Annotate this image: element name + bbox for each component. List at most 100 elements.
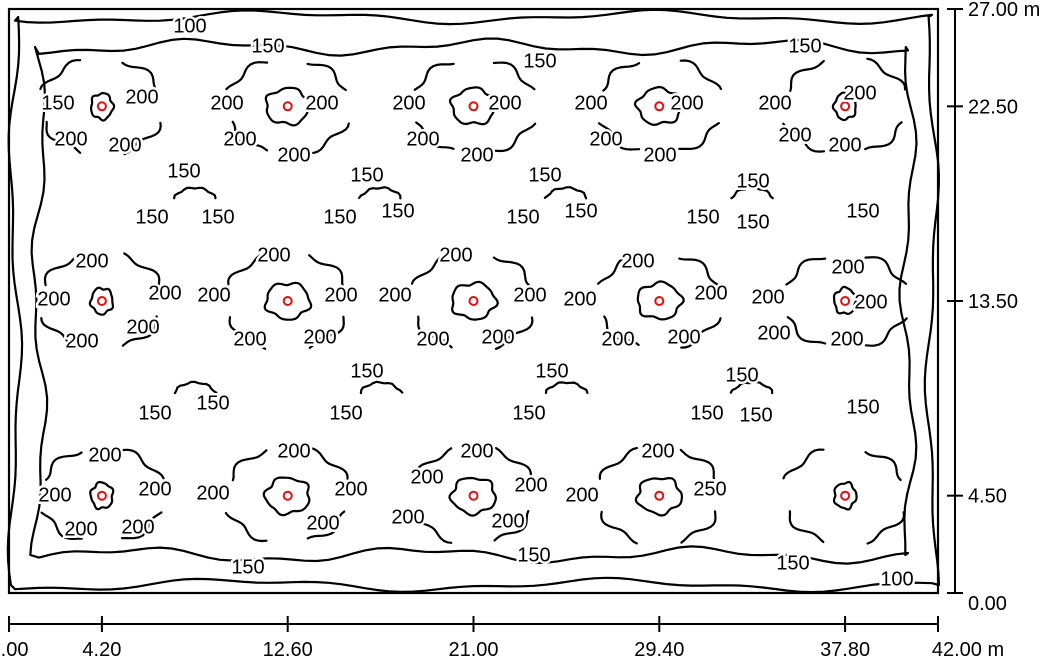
isoline-label-near: 200 xyxy=(148,282,181,304)
isoline-core xyxy=(451,280,499,321)
isoline-near-arc xyxy=(123,252,161,287)
y-tick-label: 13.50 xyxy=(968,291,1018,313)
isoline-label-mid: 150 xyxy=(523,50,556,72)
isoline-label-mid: 150 xyxy=(201,206,234,228)
isoline-label-near: 200 xyxy=(334,478,367,500)
isoline-near-arc xyxy=(678,122,720,150)
isoline-outer xyxy=(6,8,941,594)
isoline-mid-arc xyxy=(358,186,402,200)
isoline-label-near: 200 xyxy=(757,322,790,344)
isoline-label-mid: 150 xyxy=(535,360,568,382)
isoline-label-near: 200 xyxy=(125,86,158,108)
isoline-label-peak: 250 xyxy=(693,478,726,500)
luminaire-marker xyxy=(840,490,851,501)
isoline-mid-arc xyxy=(730,185,774,200)
isoline-near-arc xyxy=(40,511,83,540)
isoline-label-near: 200 xyxy=(694,282,727,304)
isoline-label-near: 200 xyxy=(121,516,154,538)
isoline-near-arc xyxy=(494,447,532,481)
luminaire-marker xyxy=(96,490,107,501)
isoline-near-arc xyxy=(864,451,902,482)
isoline-label-mid: 150 xyxy=(686,206,719,228)
isoline-label-near: 200 xyxy=(643,144,676,166)
isoline-near-arc xyxy=(782,122,826,153)
isoline-near-arc xyxy=(308,447,349,480)
isoline-near-arc xyxy=(597,255,640,285)
isoline-label-near: 200 xyxy=(233,328,266,350)
isoline-label-near: 200 xyxy=(197,284,230,306)
isoline-mid-arc xyxy=(543,186,588,200)
y-tick-label: 22.50 xyxy=(968,96,1018,118)
isoline-near-arc xyxy=(493,122,537,153)
isoline-label-near: 200 xyxy=(277,144,310,166)
isoline-label-mid: 150 xyxy=(196,392,229,414)
isoline-near-arc xyxy=(122,448,165,480)
isoline-label-near: 200 xyxy=(828,134,861,156)
isoline-label-near: 200 xyxy=(37,288,70,310)
isoline-label-mid: 150 xyxy=(736,211,769,233)
isoline-label-mid: 150 xyxy=(512,402,545,424)
isoline-label-near: 200 xyxy=(64,518,97,540)
isoline-label-mid: 150 xyxy=(846,396,879,418)
isoline-near-arc xyxy=(679,448,716,482)
isoline-label-near: 200 xyxy=(410,466,443,488)
luminaire-marker xyxy=(282,490,293,501)
x-tick-label: 42.00 m xyxy=(932,639,1004,661)
isoline-label-near: 200 xyxy=(378,284,411,306)
isoline-near-arc xyxy=(678,257,719,286)
isoline-near-arc xyxy=(864,121,903,151)
isoline-label-near: 200 xyxy=(491,510,524,532)
luminaire-marker xyxy=(282,296,293,306)
isoline-label-near: 200 xyxy=(391,506,424,528)
x-tick-label: 29.40 xyxy=(634,639,684,661)
luminaire-marker xyxy=(468,296,479,306)
isoline-near-arc xyxy=(308,315,345,349)
luminaire-marker xyxy=(654,296,665,306)
isoline-label-near: 200 xyxy=(460,144,493,166)
isoline-labels: 100 100 150 150 150 150 150 150 150 150 150 150 150 1… xyxy=(35,13,916,593)
isoline-near-arc xyxy=(306,510,346,540)
isoline-near-arc xyxy=(680,510,717,544)
isoline-label-near: 200 xyxy=(75,250,108,272)
isoline-label-near: 200 xyxy=(481,326,514,348)
isoline-near-arc xyxy=(231,449,268,482)
isoline-core xyxy=(633,85,682,126)
y-axis-ticks: 27.00 m 22.50 13.50 4.50 0.00 xyxy=(947,0,1040,615)
x-tick-label: 12.60 xyxy=(263,639,313,661)
isoline-near-arc xyxy=(598,446,638,480)
y-tick-label: 0.00 xyxy=(968,593,1007,615)
isoline-label-near: 200 xyxy=(406,128,439,150)
isoline-near-arc xyxy=(494,316,534,350)
isoline-core xyxy=(90,92,116,122)
isoline-label-near: 200 xyxy=(439,244,472,266)
isoline-near-arc xyxy=(493,510,530,542)
isoline-core xyxy=(832,285,859,315)
isoline-label-mid: 150 xyxy=(725,364,758,386)
isoline-label-near: 200 xyxy=(138,478,171,500)
isoline-near-arc xyxy=(45,451,83,481)
isoline-near-arc xyxy=(228,316,267,350)
isoline-label-near: 200 xyxy=(257,244,290,266)
isoline-label-outer: 100 xyxy=(880,568,913,590)
isoline-label-mid: 150 xyxy=(564,200,597,222)
isoline-near-arc xyxy=(417,315,453,349)
isoline-core xyxy=(634,477,683,517)
isoline-mid xyxy=(29,37,918,565)
x-tick-label: 0.00 xyxy=(0,639,28,661)
isoline-mid-arc xyxy=(544,381,589,394)
luminaire-marker xyxy=(96,101,107,112)
isoline-near-arc xyxy=(45,120,82,154)
isoline-label-mid: 150 xyxy=(231,556,264,578)
isoline-core xyxy=(262,476,311,517)
isoline-near-arc xyxy=(492,256,531,287)
isoline-near-arc xyxy=(231,120,269,152)
isoline-label-near: 200 xyxy=(751,286,784,308)
isoline-near-arc xyxy=(600,510,638,545)
isoline-label-near: 200 xyxy=(38,484,71,506)
isoline-core xyxy=(636,280,685,321)
isoline-label-near: 200 xyxy=(324,284,357,306)
isoline-near-arc xyxy=(225,61,269,91)
isoline-near-arc xyxy=(602,62,641,92)
luminaire-markers xyxy=(96,101,851,501)
